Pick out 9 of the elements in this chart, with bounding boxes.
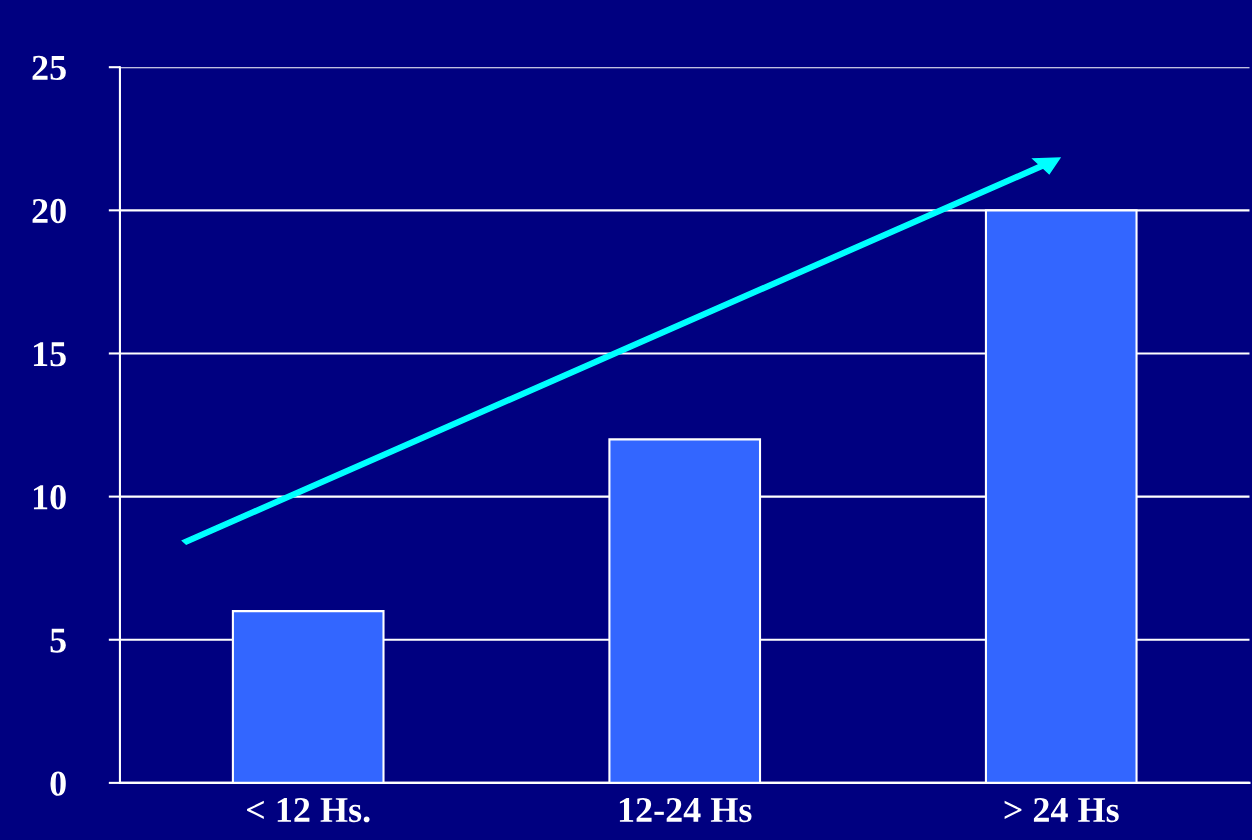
y-tick-label: 25: [32, 55, 66, 81]
y-tick-label: 20: [32, 198, 66, 224]
y-tick-label: 5: [50, 628, 66, 653]
y-tick-label: 10: [33, 485, 66, 510]
y-tick-label: 0: [50, 771, 66, 796]
x-tick-label: 12-24 Hs: [619, 797, 752, 823]
x-tick-label: < 12 Hs.: [247, 797, 370, 823]
y-tick-label: 15: [33, 342, 66, 367]
x-tick-label: > 24 Hs: [1004, 797, 1119, 823]
